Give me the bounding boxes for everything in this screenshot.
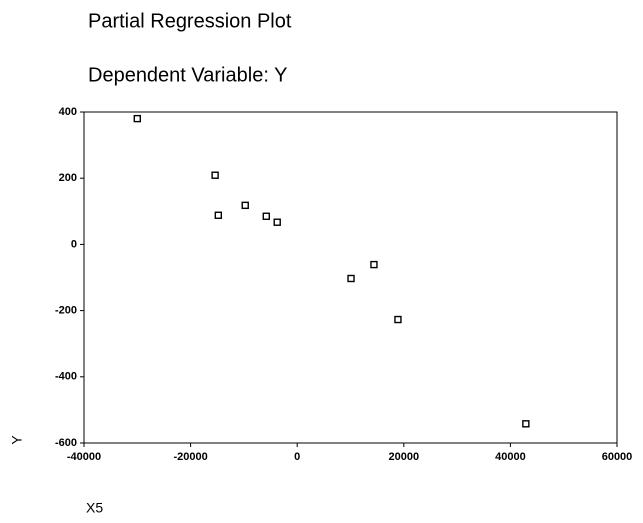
x-tick-label: 20000 <box>389 451 420 463</box>
x-tick-label: 0 <box>294 451 300 463</box>
y-tick-label: -600 <box>55 437 77 449</box>
point <box>347 274 355 283</box>
point <box>241 201 249 210</box>
chart-subtitle: Dependent Variable: Y <box>88 64 287 86</box>
x-tick-label: 40000 <box>495 451 526 463</box>
y-tick-label: -400 <box>55 371 77 383</box>
point <box>370 260 378 269</box>
point <box>262 212 270 220</box>
x-tick-label: -20000 <box>173 451 207 463</box>
point <box>133 114 142 123</box>
point <box>211 171 219 179</box>
point <box>214 211 223 219</box>
x-axis-label: X5 <box>86 500 103 516</box>
y-axis-label: Y <box>9 435 25 445</box>
y-tick-label: 0 <box>71 238 77 250</box>
y-tick-label: -200 <box>55 305 77 317</box>
point <box>273 218 281 226</box>
point <box>522 420 530 428</box>
plot-frame <box>83 111 618 444</box>
y-tick-label: 200 <box>59 172 77 184</box>
y-tick-label: 400 <box>59 106 77 118</box>
chart-title: Partial Regression Plot <box>88 10 292 32</box>
x-tick-label: -40000 <box>67 451 101 463</box>
x-tick-label: 60000 <box>602 451 633 463</box>
point <box>394 315 402 324</box>
